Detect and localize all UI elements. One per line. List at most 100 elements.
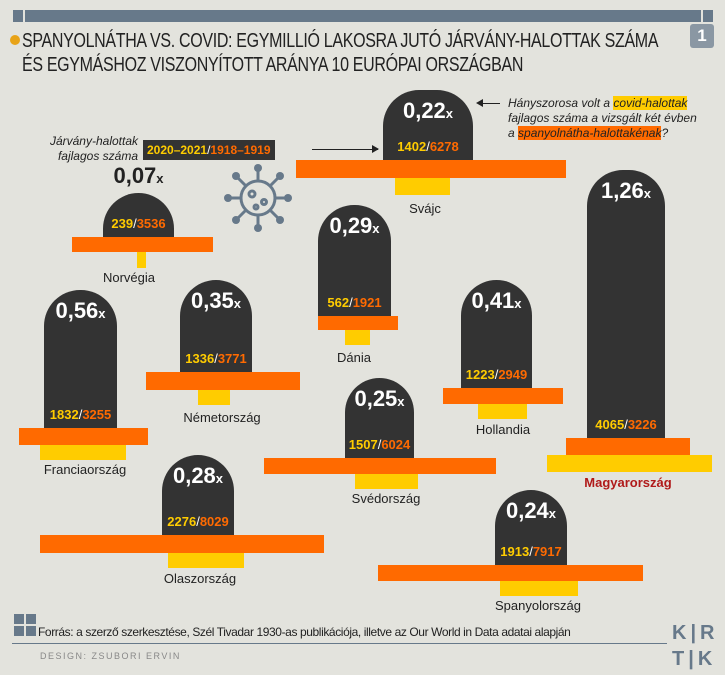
flu-base-bar — [40, 535, 324, 553]
tombstone: 0,22x 1402/6278 — [383, 90, 473, 160]
covid-deaths: 239 — [111, 216, 134, 231]
death-rates: 1336/3771 — [185, 351, 247, 366]
legend-arrow — [312, 149, 378, 150]
page-title: SPANYOLNÁTHA VS. COVID: EGYMILLIÓ LAKOSR… — [22, 30, 658, 76]
covid-deaths: 562 — [327, 295, 350, 310]
covid-deaths: 1223 — [465, 367, 495, 382]
note-arrow — [480, 103, 500, 104]
flu-base-bar — [72, 237, 213, 252]
flu-deaths: 3771 — [217, 351, 247, 366]
covid-base-bar — [198, 390, 230, 405]
ratio-value: 0,24x — [505, 498, 557, 523]
covid-deaths: 1507 — [348, 437, 378, 452]
note-flu: spanyolnátha-halottakénak — [518, 126, 662, 140]
design-credit: DESIGN: ZSUBORI ERVIN — [40, 651, 181, 661]
flu-deaths: 3226 — [627, 417, 657, 432]
flu-base-bar — [19, 428, 148, 445]
death-rates: 2276/8029 — [167, 514, 229, 529]
death-rates: 1832/3255 — [49, 407, 112, 422]
flu-base-bar — [296, 160, 566, 178]
legend-label: Járvány-halottak fajlagos száma — [50, 134, 138, 164]
footer-divider — [12, 643, 667, 644]
flu-base-bar — [378, 565, 643, 581]
covid-deaths: 1336 — [185, 351, 215, 366]
covid-deaths: 1832 — [49, 407, 79, 422]
tombstone: 0,28x 2276/8029 — [162, 455, 234, 535]
death-rates: 1223/2949 — [465, 367, 528, 382]
tombstone: 0,07x 239/3536 — [103, 163, 174, 237]
flu-deaths: 8029 — [199, 514, 229, 529]
covid-deaths: 1913 — [500, 544, 530, 559]
note-text: a — [508, 126, 519, 140]
country-label: Norvégia — [102, 270, 156, 285]
source-text: Forrás: a szerző szerkesztése, Szél Tiva… — [38, 625, 571, 639]
death-rates: 4065/3226 — [595, 417, 657, 432]
covid-deaths: 2276 — [167, 514, 197, 529]
flu-deaths: 1921 — [352, 295, 382, 310]
country-label: Svájc — [409, 201, 441, 216]
flu-base-bar — [443, 388, 563, 404]
country-label: Olaszország — [163, 571, 237, 586]
note-covid: covid-halottak — [613, 96, 688, 110]
flu-deaths: 3536 — [136, 216, 166, 231]
flu-deaths: 7917 — [532, 544, 562, 559]
arrow-head-icon — [476, 99, 483, 107]
ratio-value: 1,26x — [600, 178, 652, 203]
death-rates: 1402/6278 — [397, 139, 459, 154]
virus-icon — [224, 164, 292, 232]
covid-deaths: 1402 — [397, 139, 427, 154]
ratio-value: 0,07x — [113, 163, 164, 188]
legend-box: 2020–2021/1918–1919 — [143, 140, 275, 160]
flu-deaths: 2949 — [498, 367, 528, 382]
top-bar — [13, 10, 713, 22]
flu-base-bar — [264, 458, 496, 474]
ratio-value: 0,56x — [55, 298, 106, 323]
ratio-value: 0,41x — [471, 288, 522, 313]
legend-label-line2: fajlagos száma — [57, 149, 138, 163]
ratio-value: 0,35x — [190, 288, 242, 313]
covid-base-bar — [345, 330, 370, 345]
title-bullet-icon — [10, 35, 20, 45]
ratio-value: 0,25x — [354, 386, 405, 411]
country-label: Magyarország — [584, 475, 672, 490]
ratio-value: 0,28x — [172, 463, 224, 488]
source-icon — [14, 614, 36, 636]
legend-sep: / — [207, 143, 211, 157]
legend-label-line1: Járvány-halottak — [49, 134, 138, 148]
note-text: fajlagos száma a vizsgált két évben — [508, 111, 697, 125]
tombstone: 0,29x 562/1921 — [318, 205, 391, 316]
country-label: Spanyolország — [495, 598, 581, 613]
death-rates: 1507/6024 — [348, 437, 411, 452]
country-label: Hollandia — [475, 422, 531, 437]
note-text: ? — [661, 126, 669, 140]
tombstone: 0,56x 1832/3255 — [44, 290, 117, 428]
flu-deaths: 3255 — [82, 407, 112, 422]
country-label: Svédország — [351, 491, 421, 506]
krtk-logo: K|R T|K — [672, 622, 719, 670]
covid-base-bar — [547, 455, 712, 472]
note-text: Hányszorosa volt a — [508, 96, 614, 110]
ratio-value: 0,29x — [329, 213, 380, 238]
country-label: Dánia — [337, 350, 371, 365]
flu-base-bar — [566, 438, 690, 455]
legend-flu: 1918–1919 — [210, 143, 271, 157]
covid-base-bar — [500, 581, 578, 596]
death-rates: 1913/7917 — [500, 544, 562, 559]
covid-base-bar — [355, 474, 418, 489]
death-rates: 239/3536 — [111, 216, 166, 231]
tombstone: 0,25x 1507/6024 — [345, 378, 414, 458]
covid-base-bar — [395, 178, 450, 195]
flu-base-bar — [318, 316, 398, 330]
covid-deaths: 4065 — [595, 417, 625, 432]
covid-base-bar — [168, 553, 244, 568]
flu-deaths: 6024 — [381, 437, 411, 452]
tombstone: 0,41x 1223/2949 — [461, 280, 532, 388]
covid-base-bar — [137, 252, 146, 268]
tombstone: 1,26x 4065/3226 — [587, 170, 665, 438]
page-number: 1 — [690, 24, 714, 48]
legend-covid: 2020–2021 — [147, 143, 208, 157]
ratio-value: 0,22x — [402, 98, 454, 123]
flu-deaths: 6278 — [429, 139, 459, 154]
covid-base-bar — [478, 404, 527, 419]
